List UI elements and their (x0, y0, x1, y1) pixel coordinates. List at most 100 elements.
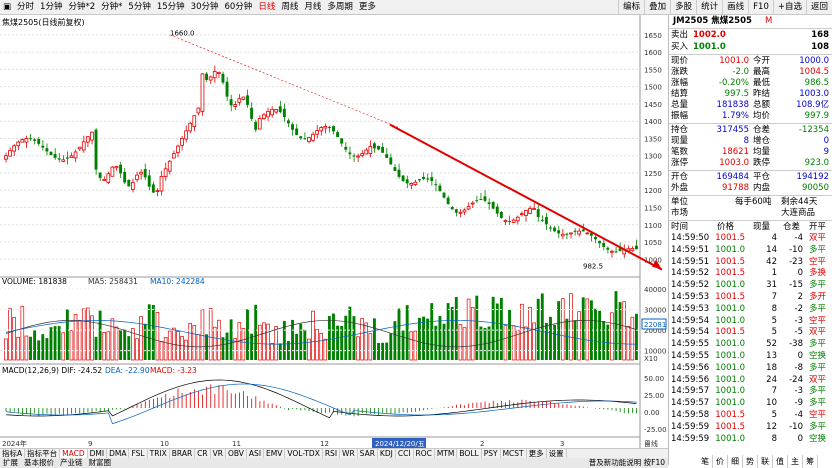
indicator-tab-23[interactable]: MCST (501, 449, 527, 459)
kline-chart[interactable]: 1650 1600 1550 1500 1450 1400 1350 1300 1250 1200… (0, 15, 668, 448)
candle-body (594, 236, 597, 240)
tick-oi: -5 (794, 327, 803, 338)
period-tab-4[interactable]: 5分钟 (128, 2, 151, 12)
panel-tab-2[interactable]: 细 (728, 455, 743, 468)
volume-bar (262, 322, 266, 361)
volume-bar (102, 332, 107, 361)
volume-bar (299, 323, 303, 360)
status-item-1[interactable]: 基本报价 (24, 458, 54, 467)
period-tab-5[interactable]: 15分钟 (156, 2, 185, 12)
toolbar-right-2[interactable]: 多股 (670, 0, 696, 14)
indicator-tab-4[interactable]: DMA (107, 449, 130, 459)
price-tick-label: 1000 (644, 256, 662, 264)
tick-type: 多平 (809, 244, 827, 255)
stat-row: 总量 181838 总额 108.9亿 (669, 100, 832, 111)
indicator-tab-17[interactable]: KDJ (378, 449, 396, 459)
volume-bar (151, 304, 155, 360)
toolbar-right-4[interactable]: 画线 (722, 0, 748, 14)
period-tab-1[interactable]: 1分钟 (40, 2, 63, 12)
panel-tab-0[interactable]: 笔 (698, 455, 713, 468)
tick-type: 空平 (809, 256, 827, 267)
instrument-label: 焦煤2505(日线前复权) (2, 17, 85, 27)
volume-bar (45, 338, 49, 360)
indicator-tab-3[interactable]: DMI (88, 449, 108, 459)
panel-tab-3[interactable]: 势 (743, 455, 758, 468)
indicator-tab-2[interactable]: MACD (60, 449, 88, 459)
status-item-2[interactable]: 产业链 (60, 458, 83, 467)
period-tab-10[interactable]: 月线 (304, 2, 322, 12)
candle-body (196, 107, 201, 114)
indicator-tab-7[interactable]: BRAR (170, 449, 196, 459)
indicator-tab-19[interactable]: ROC (414, 449, 435, 459)
indicator-tab-20[interactable]: MTM (435, 449, 458, 459)
period-tab-0[interactable]: 分时 (17, 2, 35, 12)
volume-bar (61, 332, 66, 361)
tick-type: 空平 (809, 410, 827, 420)
volume-bar (77, 319, 82, 361)
panel-tab-1[interactable]: 价 (713, 455, 728, 468)
toolbar-right-1[interactable]: 叠加 (644, 0, 670, 14)
stat-value: 997.5 (724, 89, 749, 99)
panel-tab-7[interactable]: 筹 (803, 455, 818, 468)
indicator-tab-14[interactable]: RSI (323, 449, 341, 459)
period-tab-12[interactable]: 更多 (358, 2, 376, 12)
toolbar-right-6[interactable]: +自选 (772, 0, 806, 14)
candle-body (368, 146, 373, 154)
stat-value: 1001.0 (719, 56, 749, 66)
indicator-tab-13[interactable]: VOL-TDX (285, 449, 323, 459)
period-tab-8[interactable]: 日线 (258, 2, 276, 12)
stat-value: 194192 (796, 172, 829, 182)
chart-area[interactable]: 1650 1600 1550 1500 1450 1400 1350 1300 1250 1200… (0, 15, 668, 448)
candle-body (528, 208, 532, 214)
stat-row: 开仓 169484 平仓 194192 (669, 172, 832, 183)
contract-flag: M (765, 16, 773, 26)
indicator-tab-1[interactable]: 指标平台 (25, 449, 61, 459)
indicator-tab-21[interactable]: BOLL (457, 449, 482, 459)
status-item-0[interactable]: 扩展 (3, 458, 18, 467)
toolbar-right-5[interactable]: F10 (748, 0, 773, 14)
toolbar-right-7[interactable]: 返回 (805, 0, 832, 14)
candle-body (81, 141, 86, 151)
period-tab-3[interactable]: 分钟* (101, 2, 123, 12)
volume-bar (106, 331, 111, 361)
indicator-tab-12[interactable]: EMV (264, 449, 286, 459)
panel-tab-6[interactable]: 主 (788, 455, 803, 468)
period-tab-11[interactable]: 多周期 (327, 2, 353, 12)
indicator-tab-22[interactable]: PSY (482, 449, 501, 459)
indicator-tab-8[interactable]: CR (195, 449, 211, 459)
indicator-tab-10[interactable]: OBV (226, 449, 247, 459)
indicator-tab-6[interactable]: TRIX (148, 449, 170, 459)
tick-type: 多开 (809, 292, 827, 302)
candle-body (557, 230, 561, 234)
period-tab-2[interactable]: 分钟*2 (68, 2, 96, 12)
volume-bar (614, 291, 618, 360)
panel-tab-5[interactable]: 值 (773, 455, 788, 468)
candle-body (41, 145, 45, 148)
candle-body (250, 107, 254, 119)
toolbar-right-3[interactable]: 统计 (696, 0, 722, 14)
candle-body (212, 71, 217, 79)
period-tab-7[interactable]: 60分钟 (224, 2, 253, 12)
indicator-tab-5[interactable]: FSL (129, 449, 148, 459)
indicator-tab-18[interactable]: CCI (396, 449, 414, 459)
candle-body (24, 138, 29, 143)
toolbar-right-0[interactable]: 编标 (618, 0, 644, 14)
indicator-tab-16[interactable]: SAR (358, 449, 378, 459)
indicator-tab-9[interactable]: VR (211, 449, 226, 459)
indicator-tab-15[interactable]: WR (340, 449, 358, 459)
status-item-3[interactable]: 财富圈 (88, 458, 112, 467)
indicator-tab-11[interactable]: ASI (247, 449, 265, 459)
panel-tab-4[interactable]: 联 (758, 455, 773, 468)
indicator-tab-24[interactable]: 更多 (527, 449, 547, 459)
indicator-tab-25[interactable]: 设置 (547, 449, 567, 459)
candle-body (33, 139, 37, 141)
volume-bar (291, 319, 294, 360)
indicator-tab-0[interactable]: 指标A (0, 449, 26, 459)
candle-body (462, 209, 467, 213)
period-tab-9[interactable]: 周线 (281, 2, 299, 12)
candle-body (12, 145, 16, 152)
candle-body (524, 210, 528, 217)
period-tab-6[interactable]: 30分钟 (190, 2, 219, 12)
tick-oi: -10 (789, 421, 803, 432)
ask-label: 卖出 (671, 30, 689, 40)
